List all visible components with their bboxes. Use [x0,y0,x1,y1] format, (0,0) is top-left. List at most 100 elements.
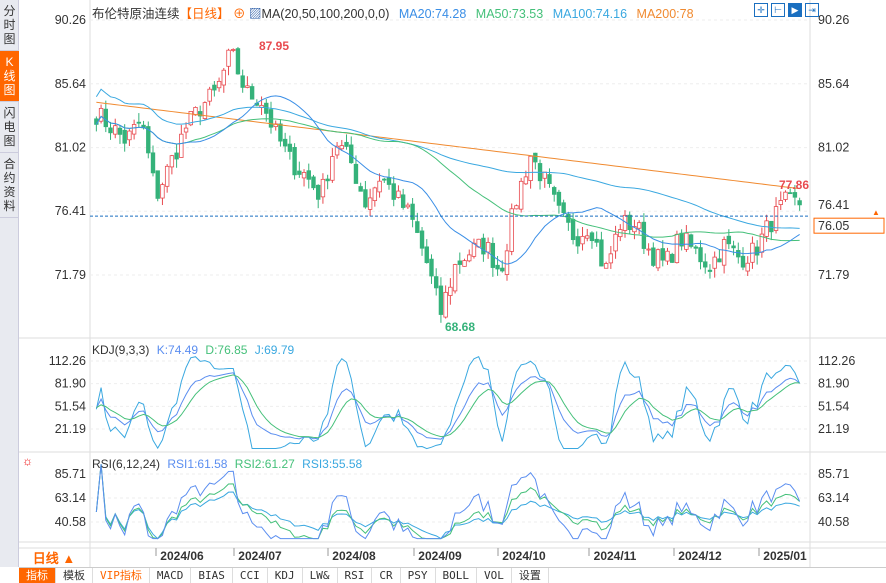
tab-设置[interactable]: 设置 [512,568,549,583]
crosshair-icon[interactable]: ✛ [754,3,768,17]
price-tick-left: 76.41 [55,204,86,218]
kdj-tick-right: 112.26 [818,354,855,368]
sidebar-tab-flash[interactable]: 闪电图 [0,102,19,153]
candle [155,170,160,199]
candle [693,246,698,249]
candle [740,255,746,268]
date-label: 2024/09 [418,549,462,563]
price-tick-right: 90.26 [818,13,849,27]
candle [188,111,193,126]
candle [245,85,250,88]
rsi-title[interactable]: RSI(6,12,24) [92,457,161,471]
tab-指标[interactable]: 指标 [19,568,56,583]
indicator-chart-icon[interactable]: ▨ [249,7,262,21]
tab-vip指标[interactable]: VIP指标 [93,568,150,583]
sidebar-tab-timeshare[interactable]: 分时图 [0,0,19,51]
candle [301,172,307,179]
tab-模板[interactable]: 模板 [56,568,93,583]
candle [226,49,231,67]
candle [764,220,769,237]
tab-cci[interactable]: CCI [233,568,268,583]
tab-lw&[interactable]: LW& [303,568,338,583]
candle [523,176,529,185]
tab-rsi[interactable]: RSI [338,568,373,583]
date-label: 2024/12 [678,549,722,563]
price-tick-right: 71.79 [818,268,849,282]
candle [712,256,717,269]
candle [400,194,406,208]
ma200-value: MA200:78 [636,7,694,21]
candle [429,258,434,277]
candle [353,163,359,184]
tab-macd[interactable]: MACD [150,568,192,583]
candle [363,189,368,208]
play-icon[interactable]: ▶ [788,3,802,17]
tab-vol[interactable]: VOL [477,568,512,583]
rsi1: RSI1:61.58 [167,457,228,471]
kdj-title[interactable]: KDJ(9,3,3) [92,343,150,357]
move-right-icon[interactable]: ⇥ [805,3,819,17]
low-label: 68.68 [445,320,475,334]
candle [136,121,142,124]
candle [745,262,750,272]
price-marker-icon: ▲ [872,208,880,217]
candle [103,108,108,128]
candle [127,130,132,141]
last-high-label: 77.86 [779,178,809,192]
tab-bias[interactable]: BIAS [191,568,233,583]
tab-boll[interactable]: BOLL [436,568,477,583]
tab-psy[interactable]: PSY [401,568,436,583]
kdj-tick-left: 112.26 [49,354,86,368]
candle [660,248,665,261]
sidebar-tab-contract-info[interactable]: 合约资料 [0,153,19,218]
candle [240,75,245,88]
candle [684,232,689,250]
zoom-range-icon[interactable]: ⊢ [771,3,785,17]
ma-title[interactable]: MA(20,50,100,200,0,0) [261,7,390,21]
tab-cr[interactable]: CR [372,568,401,583]
candle [316,184,321,200]
high-label: 87.95 [259,39,289,53]
candle [249,86,255,100]
candle [108,127,113,134]
candle [221,69,226,86]
sidebar-tab-kline[interactable]: K线图 [0,51,19,102]
indicator-tabs: 指标 模板 VIP指标 MACD BIAS CCI KDJ LW& RSI CR PSY BOLL VO… [19,567,886,583]
candle [344,141,349,147]
date-label: 2024/08 [332,549,376,563]
candle [467,254,472,262]
rsi-tick-left: 85.71 [55,467,86,481]
kdj-legend: KDJ(9,3,3) K:74.49 D:76.85 J:69.79 [92,343,294,357]
candle [797,200,802,206]
ma50-line [95,115,800,242]
candle [391,183,396,200]
candle [717,258,722,263]
ma20-line [95,95,800,265]
main-legend: 布伦特原油连续【日线】 ⊕ ▨MA(20,50,100,200,0,0) MA2… [92,3,694,22]
price-tick-right: 85.64 [818,77,849,91]
candle [183,127,189,133]
add-compare-icon[interactable]: ⊕ [233,7,246,21]
candle [443,291,448,318]
date-label: 2024/10 [502,549,546,563]
kline-chart[interactable]: 90.26 90.26 85.64 85.64 81.02 81.02 76.41 76.41… [19,0,886,567]
rsi-legend: RSI(6,12,24) RSI1:61.58 RSI2:61.27 RSI3:… [92,457,362,471]
period-label: 【日线】 [179,7,230,21]
tab-kdj[interactable]: KDJ [268,568,303,583]
chart-toolbar: ✛ ⊢ ▶ ⇥ [754,3,819,17]
candle [235,48,241,75]
candle [556,191,562,206]
candle [462,260,467,267]
candle [382,178,387,181]
candle [707,269,713,272]
candle [636,222,642,229]
candle [320,178,326,198]
candle [297,170,302,175]
candle [651,247,656,266]
period-selector[interactable]: 日线 ▲ [32,551,76,566]
candle [731,245,736,249]
candle [179,133,184,158]
rsi-tick-right: 85.71 [818,467,849,481]
sun-icon[interactable]: ☼ [22,454,33,468]
candle [434,276,439,289]
